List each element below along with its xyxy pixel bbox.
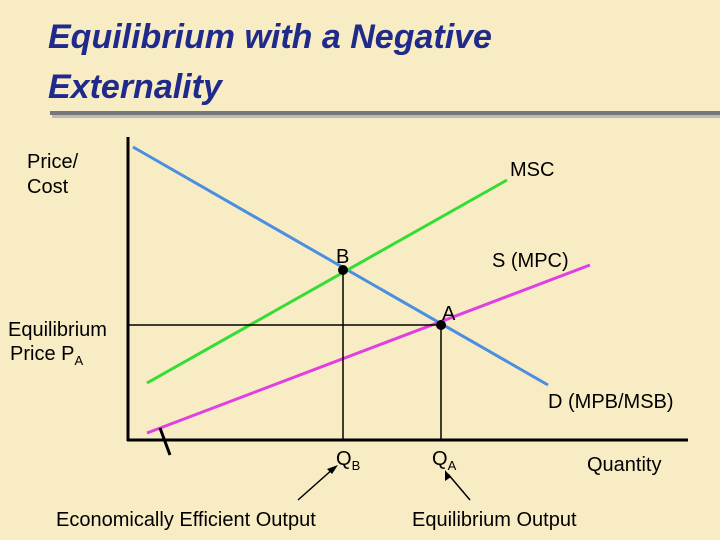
point-label: A [442,303,456,325]
quantity-label: QB [336,448,360,473]
supply-curve [146,263,591,435]
point-label: B [336,246,349,268]
title-rule [50,111,720,115]
quantity-main: Q [336,448,352,470]
point-b [338,265,348,275]
y-label: Price/ [27,151,79,173]
quantity-sub: B [352,458,361,473]
title-line: Equilibrium with a Negative [48,18,492,56]
curve-label: D (MPB/MSB) [548,391,674,413]
curve-label: S (MPC) [492,250,569,272]
title-rule-shadow [52,114,720,118]
quantity-label: QA [432,448,457,473]
arrow-head [445,470,451,481]
quantity-sub: A [448,458,457,473]
price-label: Equilibrium [8,319,107,341]
arrow-head [327,465,338,474]
price-label-sub: A [74,353,83,368]
note: Equilibrium Output [412,509,577,531]
arrow [447,473,471,501]
quantity-main: Q [432,448,448,470]
arrow [297,467,335,501]
price-label-main: Price P [10,343,74,365]
x-label: Quantity [587,454,661,476]
note: Economically Efficient Output [56,509,316,531]
y-label: Cost [27,176,69,198]
curve-label: MSC [510,159,554,181]
price-label: Price PA [10,343,83,368]
tick-stroke [158,427,172,456]
msc-curve [146,178,508,385]
point-a [436,320,446,330]
title-line: Externality [48,68,224,106]
